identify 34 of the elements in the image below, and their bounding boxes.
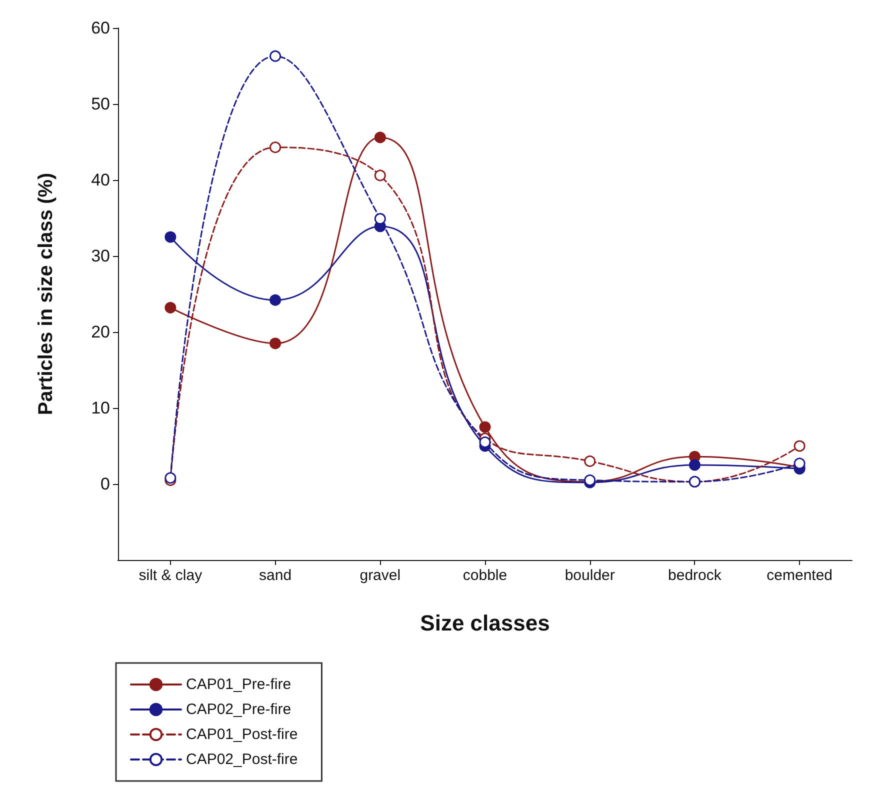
y-tick-label: 40: [91, 170, 110, 190]
y-axis-title: Particles in size class (%): [35, 172, 57, 416]
y-tick-label: 20: [91, 322, 110, 342]
point: [374, 132, 386, 144]
point: [584, 455, 596, 467]
y-tick-label: 60: [91, 18, 110, 38]
legend-label: CAP02_Post-fire: [186, 751, 298, 768]
x-axis-title: Size classes: [420, 610, 550, 636]
point: [374, 170, 386, 182]
point: [270, 338, 282, 350]
point: [479, 436, 491, 448]
legend-label: CAP01_Pre-fire: [186, 676, 292, 693]
point: [479, 421, 491, 433]
point: [270, 50, 282, 62]
x-tick-label: cobble: [462, 567, 508, 584]
point: [164, 231, 176, 243]
point: [270, 294, 282, 306]
x-tick-label: silt & clay: [138, 567, 203, 584]
y-tick-label: 30: [91, 246, 110, 266]
y-tick-label: 10: [91, 398, 110, 418]
x-tick-label: boulder: [564, 567, 615, 584]
y-tick-label: 0: [100, 474, 110, 494]
point: [270, 142, 282, 154]
legend-label: CAP01_Post-fire: [186, 726, 298, 743]
point: [794, 458, 806, 470]
legend-label: CAP02_Pre-fire: [186, 701, 292, 718]
x-tick-label: gravel: [360, 567, 401, 584]
x-tick-label: bedrock: [668, 567, 722, 584]
point: [688, 459, 700, 471]
x-tick-label: sand: [259, 567, 292, 584]
x-tick-label: cemented: [766, 567, 833, 584]
point: [164, 302, 176, 314]
y-tick-label: 50: [91, 94, 110, 114]
point: [794, 440, 806, 452]
